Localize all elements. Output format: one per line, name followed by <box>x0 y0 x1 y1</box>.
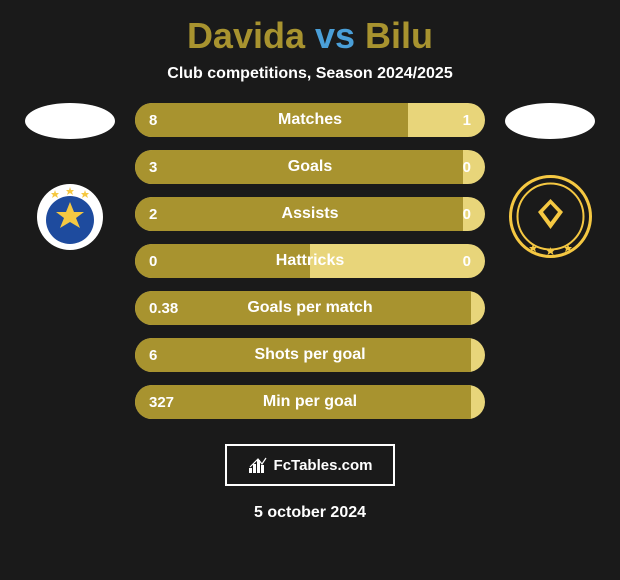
logo-text: FcTables.com <box>274 457 373 474</box>
stats-bars: 81Matches30Goals20Assists00Hattricks0.38… <box>135 103 485 419</box>
subtitle: Club competitions, Season 2024/2025 <box>167 65 452 83</box>
stat-label: Matches <box>278 111 342 129</box>
stat-label: Min per goal <box>263 393 357 411</box>
stat-label: Hattricks <box>276 252 344 270</box>
player2-name: Bilu <box>365 15 433 57</box>
stat-bar: 327Min per goal <box>135 385 485 419</box>
club-crest-right-icon <box>508 174 593 259</box>
stat-bar: 81 Matches <box>135 103 485 137</box>
stat-label: Goals <box>288 158 332 176</box>
stat-bar: 30Goals <box>135 150 485 184</box>
chart-icon <box>248 456 268 474</box>
source-logo: FcTables.com <box>225 444 395 486</box>
comparison-title: Davida vs Bilu <box>187 15 433 57</box>
stat-bar: 0.38Goals per match <box>135 291 485 325</box>
stat-right-value: 0 <box>463 150 485 184</box>
date: 5 october 2024 <box>254 504 366 522</box>
stat-right-value <box>471 385 485 419</box>
stat-label: Assists <box>282 205 339 223</box>
stat-right-value <box>471 338 485 372</box>
player2-club-badge <box>508 174 593 259</box>
right-column <box>505 103 595 259</box>
player2-flag <box>505 103 595 139</box>
club-crest-left-icon <box>35 182 105 252</box>
player1-name: Davida <box>187 15 305 57</box>
stat-label: Shots per goal <box>254 346 365 364</box>
stat-label: Goals per match <box>247 299 372 317</box>
stat-right-value: 0 <box>463 197 485 231</box>
left-column <box>25 103 115 259</box>
vs-text: vs <box>315 15 355 57</box>
main-content: 81Matches30Goals20Assists00Hattricks0.38… <box>10 103 610 419</box>
player1-flag <box>25 103 115 139</box>
player1-club-badge <box>28 174 113 259</box>
stat-bar: 20Assists <box>135 197 485 231</box>
stat-right-value: 1 <box>408 103 485 137</box>
stat-bar: 00Hattricks <box>135 244 485 278</box>
stat-bar: 6Shots per goal <box>135 338 485 372</box>
stat-right-value <box>471 291 485 325</box>
stat-left-value: 8 <box>135 103 408 137</box>
